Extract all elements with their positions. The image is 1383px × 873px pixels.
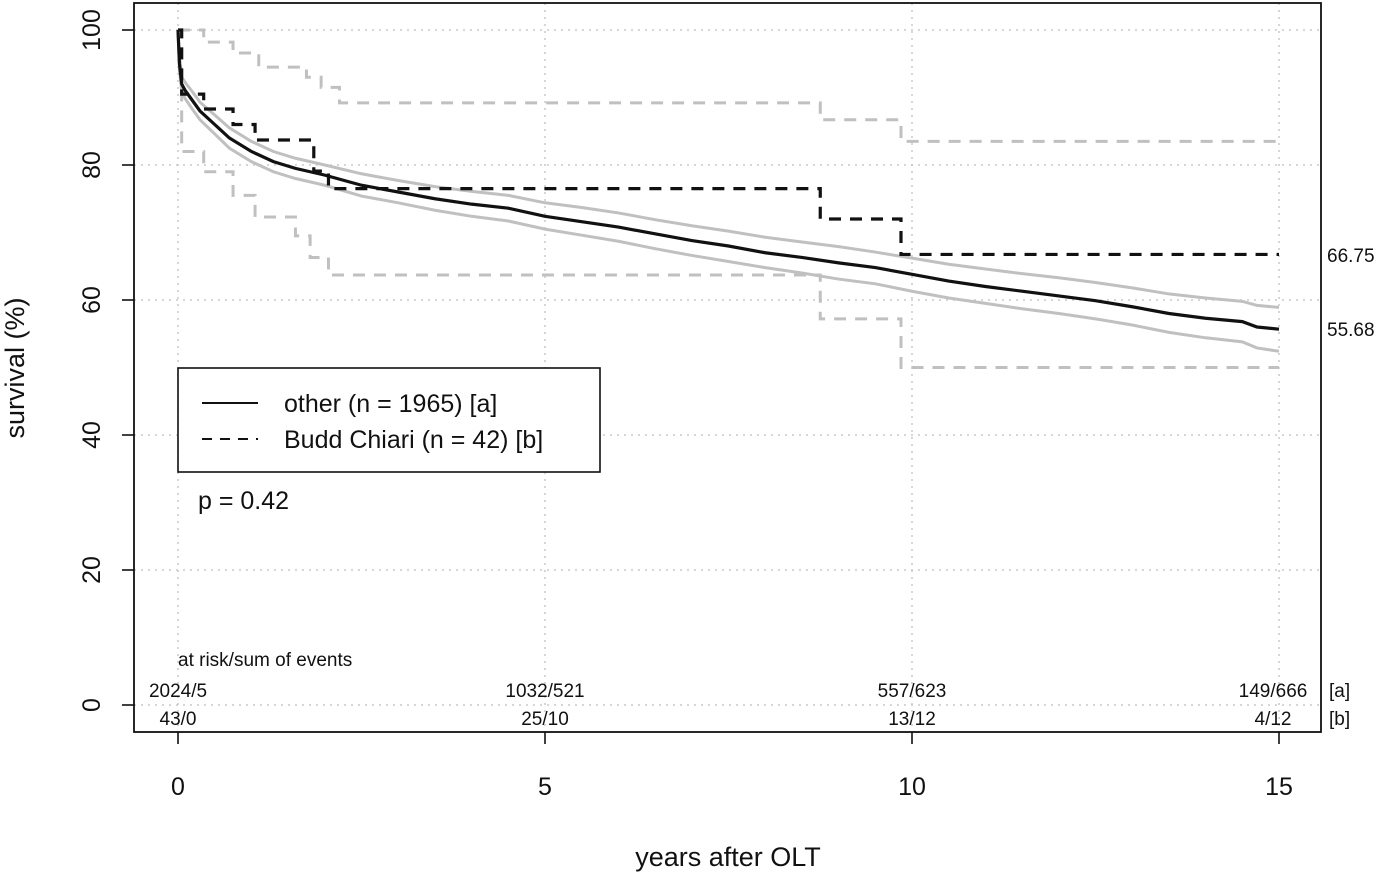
end-label-other: 55.68 [1327, 320, 1375, 341]
risk-table: at risk/sum of events 2024/5 1032/521 557/… [149, 650, 1350, 730]
y-tick-label-100: 100 [78, 9, 106, 51]
legend-label-budd-chiari: Budd Chiari (n = 42) [b] [284, 426, 543, 454]
y-tick-label-80: 80 [78, 151, 106, 179]
risk-value-a-10: 557/623 [878, 681, 947, 702]
legend: other (n = 1965) [a] Budd Chiari (n = 42… [177, 367, 601, 473]
budd-chiari-ci-line-4 [178, 28, 1279, 143]
budd-chiari-ci-line-5 [178, 28, 1279, 369]
other-estimate-line-0 [176, 29, 1280, 331]
x-tick-label-10: 10 [898, 773, 926, 801]
y-tick-label-40: 40 [78, 421, 106, 449]
y-tick-label-0: 0 [78, 698, 106, 712]
x-axis-title: years after OLT [635, 842, 821, 872]
legend-label-other: other (n = 1965) [a] [284, 390, 497, 418]
y-tick-label-60: 60 [78, 286, 106, 314]
other-ci-line-1 [176, 29, 1280, 309]
risk-value-b-15: 4/12 [1255, 709, 1292, 730]
legend-box [177, 367, 601, 473]
risk-value-a-0: 2024/5 [149, 681, 207, 702]
plot-frame [133, 2, 1322, 733]
risk-row-tag-a: [a] [1329, 681, 1350, 702]
x-tick-label-15: 15 [1265, 773, 1293, 801]
axes: 0 5 10 15 0 20 40 60 80 100 [78, 9, 1293, 801]
x-tick-label-0: 0 [171, 773, 185, 801]
p-value-annotation: p = 0.42 [198, 487, 289, 515]
risk-value-a-15: 149/666 [1239, 681, 1308, 702]
series-lines [176, 28, 1280, 369]
end-label-budd-chiari: 66.75 [1327, 246, 1375, 267]
risk-row-tag-b: [b] [1329, 709, 1350, 730]
risk-value-a-5: 1032/521 [505, 681, 584, 702]
x-tick-label-5: 5 [538, 773, 552, 801]
end-labels: 66.75 55.68 [1327, 246, 1375, 341]
y-tick-label-20: 20 [78, 556, 106, 584]
other-ci-line-2 [176, 29, 1280, 353]
y-axis-title: survival (%) [0, 297, 30, 438]
budd-chiari-estimate-line-3 [178, 28, 1279, 257]
risk-table-title: at risk/sum of events [178, 650, 352, 671]
risk-value-b-5: 25/10 [521, 709, 569, 730]
risk-value-b-0: 43/0 [160, 709, 197, 730]
risk-value-b-10: 13/12 [888, 709, 936, 730]
